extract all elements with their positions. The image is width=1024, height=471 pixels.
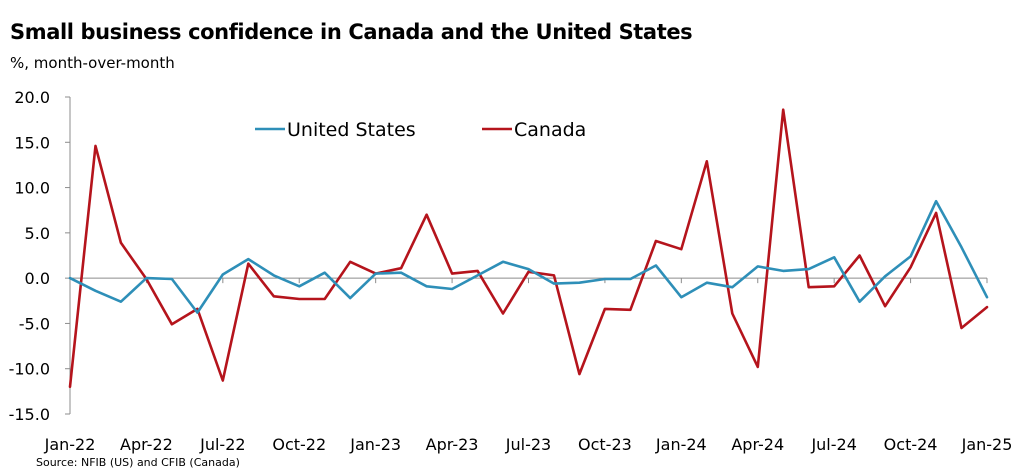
y-tick-label: 15.0 xyxy=(14,133,50,152)
x-tick-label: Apr-24 xyxy=(731,435,784,454)
y-tick-label: 0.0 xyxy=(25,269,50,288)
x-tick-label: Apr-22 xyxy=(120,435,173,454)
x-tick-label: Apr-23 xyxy=(426,435,479,454)
x-tick-label: Jan-22 xyxy=(44,435,96,454)
legend-label-canada: Canada xyxy=(514,119,586,141)
x-tick-label: Oct-23 xyxy=(578,435,632,454)
y-tick-label: 20.0 xyxy=(14,88,50,107)
y-tick-label: -5.0 xyxy=(19,314,50,333)
y-tick-label: 5.0 xyxy=(25,224,50,243)
x-tick-label: Jan-24 xyxy=(655,435,707,454)
x-tick-label: Oct-22 xyxy=(272,435,326,454)
y-tick-label: -10.0 xyxy=(9,360,50,379)
y-tick-label: 10.0 xyxy=(14,179,50,198)
chart-title: Small business confidence in Canada and … xyxy=(10,20,693,44)
chart-axes: 20.0 15.0 10.0 5.0 0.0 -5.0 -10.0 -15.0 Jan-22 Ap… xyxy=(9,88,1013,454)
x-tick-label: Jul-22 xyxy=(199,435,245,454)
x-tick-label: Jan-25 xyxy=(961,435,1013,454)
chart-subtitle: %, month-over-month xyxy=(10,54,175,72)
chart-legend: United States Canada xyxy=(255,119,586,141)
chart-series xyxy=(68,108,989,389)
legend-label-united-states: United States xyxy=(287,119,416,141)
x-tick-label: Oct-24 xyxy=(884,435,938,454)
series-line-united-states xyxy=(68,199,989,314)
y-tick-label: -15.0 xyxy=(9,405,50,424)
x-tick-label: Jul-23 xyxy=(505,435,551,454)
chart-source: Source: NFIB (US) and CFIB (Canada) xyxy=(36,456,240,469)
x-tick-label: Jul-24 xyxy=(810,435,856,454)
x-tick-label: Jan-23 xyxy=(349,435,401,454)
series-line-canada xyxy=(68,108,989,389)
